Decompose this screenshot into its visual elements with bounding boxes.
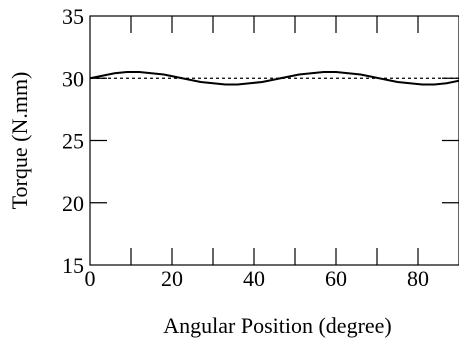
x-tick-label: 60 [325, 266, 347, 291]
y-tick-label: 20 [62, 191, 84, 216]
x-tick-label: 0 [85, 266, 96, 291]
tick-labels: 0 20 40 60 80 15 20 25 30 35 [62, 4, 429, 291]
y-tick-label: 15 [62, 253, 84, 278]
y-tick-label: 35 [62, 4, 84, 29]
x-tick-label: 20 [161, 266, 183, 291]
y-tick-label: 30 [62, 66, 84, 91]
y-tick-label: 25 [62, 129, 84, 154]
tick-marks [90, 16, 459, 265]
x-axis-label: Angular Position (degree) [163, 313, 392, 338]
plot-frame [89, 15, 459, 266]
x-tick-label: 80 [407, 266, 429, 291]
x-tick-label: 40 [243, 266, 265, 291]
torque-series-line [89, 71, 459, 86]
plot-lines [89, 71, 459, 86]
y-axis-label: Torque (N.mm) [7, 72, 32, 210]
